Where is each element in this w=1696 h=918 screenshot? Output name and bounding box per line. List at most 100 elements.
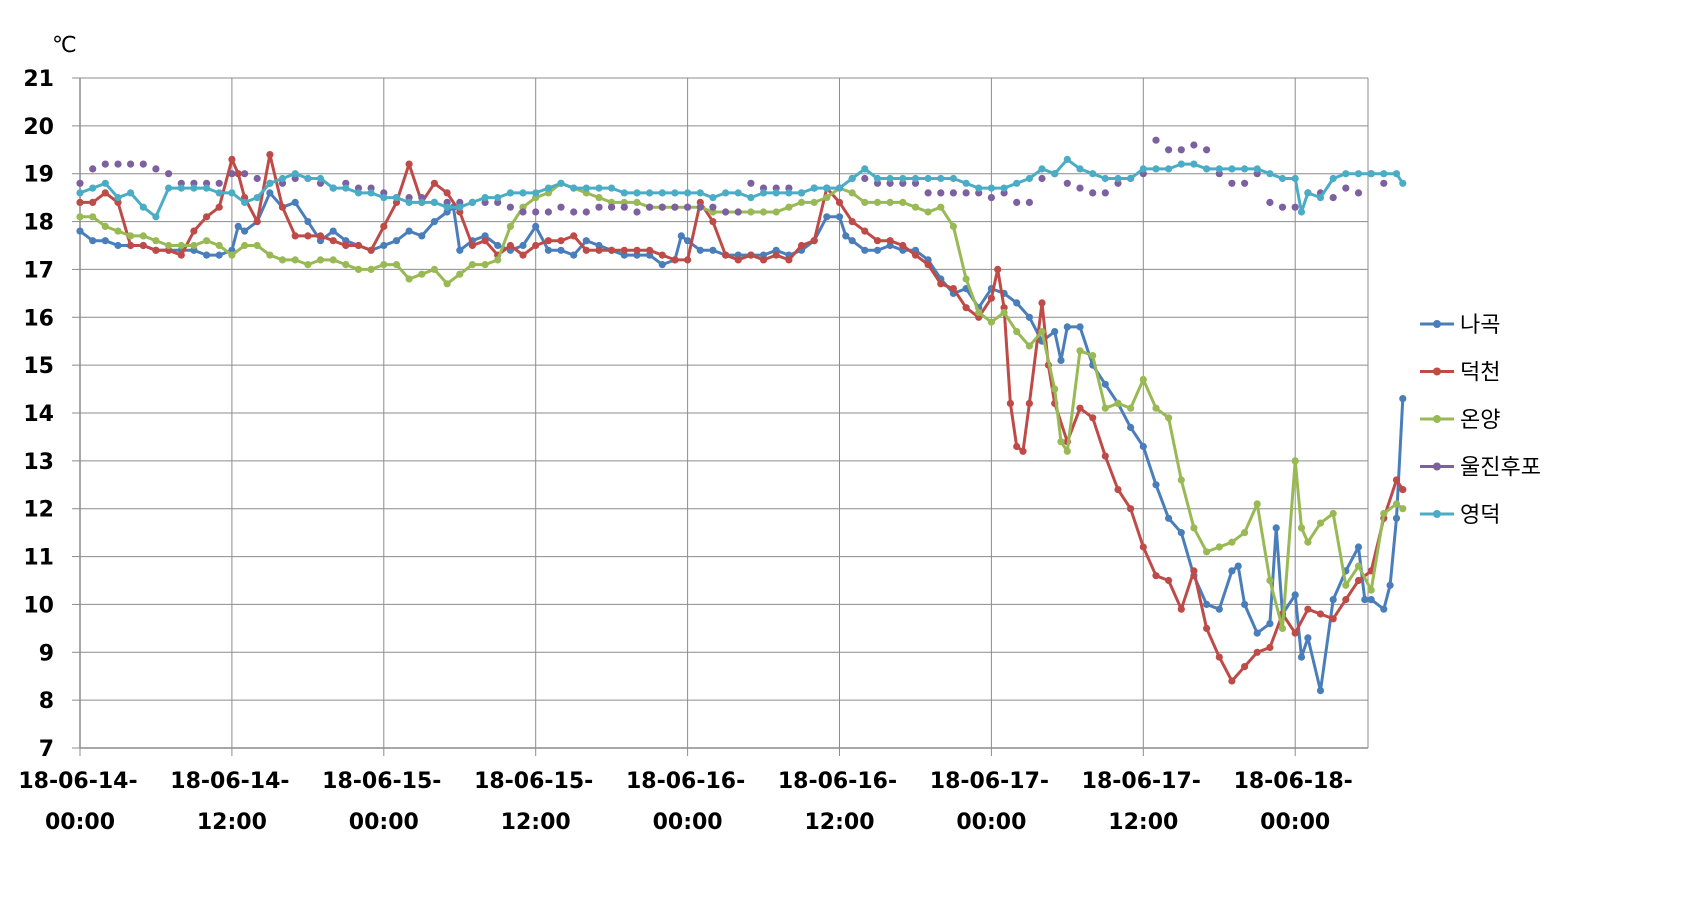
data-point: [1241, 600, 1249, 609]
data-point: [873, 237, 882, 245]
data-point: [722, 251, 730, 259]
legend-item: 덕천: [1420, 361, 1500, 386]
series-line: [80, 181, 1404, 630]
data-point: [1051, 328, 1059, 336]
data-point: [1038, 165, 1046, 173]
data-point: [1203, 165, 1211, 173]
data-point: [127, 232, 135, 240]
data-point: [1342, 170, 1350, 178]
data-point: [1152, 572, 1160, 580]
data-point: [1101, 174, 1109, 183]
data-point: [1272, 524, 1280, 532]
data-point: [89, 198, 97, 206]
legend-label: 영덕: [1460, 503, 1500, 528]
data-point: [582, 184, 590, 192]
data-point: [797, 241, 806, 250]
data-point: [1101, 452, 1109, 460]
data-point: [1304, 605, 1312, 613]
data-point: [190, 227, 198, 235]
data-point: [633, 189, 641, 197]
data-point: [1291, 203, 1299, 211]
legend-item: 영덕: [1420, 503, 1500, 528]
data-point: [722, 189, 730, 197]
data-point: [987, 194, 996, 202]
data-point: [1399, 505, 1407, 513]
data-point: [1228, 165, 1236, 173]
data-point: [1089, 414, 1097, 422]
data-point: [291, 198, 299, 206]
data-point: [291, 170, 299, 178]
data-point: [1228, 538, 1236, 546]
data-point: [1139, 165, 1147, 173]
data-point: [823, 184, 831, 192]
data-point: [1063, 447, 1071, 455]
data-point: [924, 189, 932, 197]
y-tick-label: 8: [39, 689, 54, 714]
data-point: [696, 189, 704, 197]
y-tick-label: 15: [23, 354, 54, 379]
data-point: [1177, 476, 1185, 484]
data-point: [114, 227, 122, 235]
data-point: [734, 208, 742, 216]
x-tick-label-date: 18-06-17-: [1082, 769, 1201, 794]
data-point: [1266, 170, 1274, 178]
data-point: [76, 213, 84, 221]
data-point: [443, 189, 451, 197]
data-point: [747, 194, 755, 202]
data-point: [949, 222, 958, 230]
data-point: [759, 189, 768, 197]
data-point: [937, 280, 945, 288]
data-point: [962, 275, 970, 283]
data-point: [139, 160, 147, 168]
data-point: [127, 160, 135, 168]
data-point: [1000, 184, 1008, 192]
data-point: [785, 203, 793, 211]
data-point: [215, 251, 223, 259]
data-point: [620, 189, 628, 197]
data-point: [177, 241, 185, 250]
data-point: [911, 203, 920, 211]
data-point: [1165, 414, 1173, 422]
data-point: [772, 189, 780, 197]
x-tick-label-date: 18-06-18-: [1234, 769, 1353, 794]
data-point: [646, 189, 654, 197]
legend-swatch-marker: [1433, 367, 1441, 376]
data-point: [253, 218, 261, 226]
data-point: [114, 194, 122, 202]
data-point: [405, 198, 413, 206]
data-point: [418, 270, 426, 278]
data-point: [228, 155, 236, 163]
y-tick-label: 16: [23, 306, 54, 331]
data-point: [557, 203, 565, 211]
data-point: [1019, 447, 1027, 455]
data-point: [456, 203, 464, 211]
data-point: [797, 189, 806, 197]
data-point: [684, 256, 692, 264]
data-point: [646, 203, 654, 211]
data-point: [1392, 170, 1401, 178]
data-point: [1127, 423, 1135, 431]
data-point: [89, 165, 97, 173]
data-point: [557, 179, 565, 187]
x-tick-label-date: 18-06-15-: [474, 769, 593, 794]
data-point: [924, 208, 932, 216]
data-point: [76, 227, 84, 235]
data-point: [266, 251, 274, 259]
data-point: [1329, 615, 1337, 623]
data-point: [266, 179, 274, 187]
data-point: [684, 203, 692, 211]
x-tick-label-date: 18-06-17-: [930, 769, 1049, 794]
data-point: [608, 203, 616, 211]
data-point: [215, 241, 223, 250]
data-point: [1215, 543, 1223, 551]
data-point: [873, 246, 882, 254]
data-point: [418, 232, 426, 240]
y-tick-label: 20: [23, 115, 54, 140]
data-point: [620, 246, 628, 254]
data-point: [139, 241, 147, 250]
data-point: [1399, 486, 1407, 494]
data-point: [684, 189, 692, 197]
data-point: [76, 198, 84, 206]
data-point: [89, 237, 97, 245]
